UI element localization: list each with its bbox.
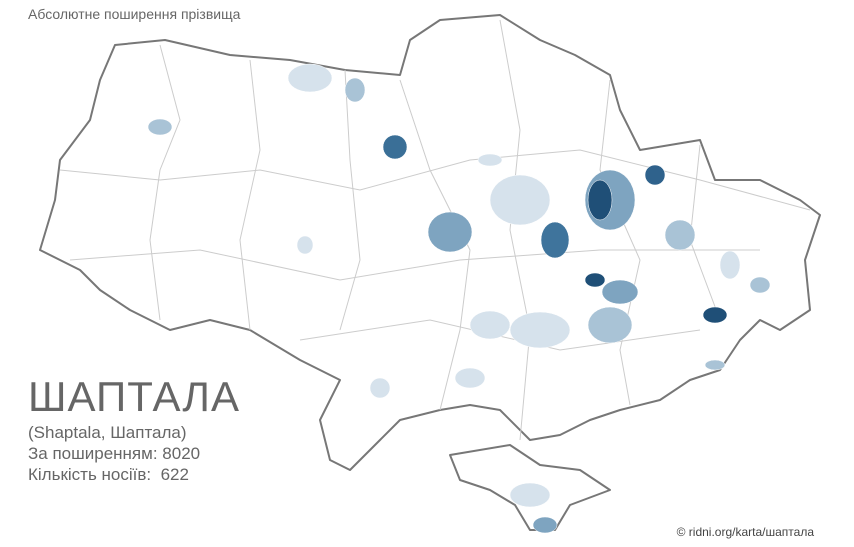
spread-label: За поширенням: — [28, 444, 158, 463]
spread: За поширенням: 8020 — [28, 443, 240, 464]
carriers-label: Кількість носіїв: — [28, 465, 152, 484]
credit: © ridni.org/karta/шаптала — [676, 525, 814, 539]
density-areas — [147, 63, 771, 534]
surname: ШАПТАЛА — [28, 373, 240, 420]
spread-value: 8020 — [162, 444, 201, 463]
variants: (Shaptala, Шаптала) — [28, 423, 187, 442]
map-title: Абсолютне поширення прізвища — [28, 6, 241, 22]
carriers-value: 622 — [160, 465, 189, 484]
surname-info: ШАПТАЛА (Shaptala, Шаптала) За поширення… — [28, 372, 240, 485]
carriers: Кількість носіїв: 622 — [28, 464, 240, 485]
